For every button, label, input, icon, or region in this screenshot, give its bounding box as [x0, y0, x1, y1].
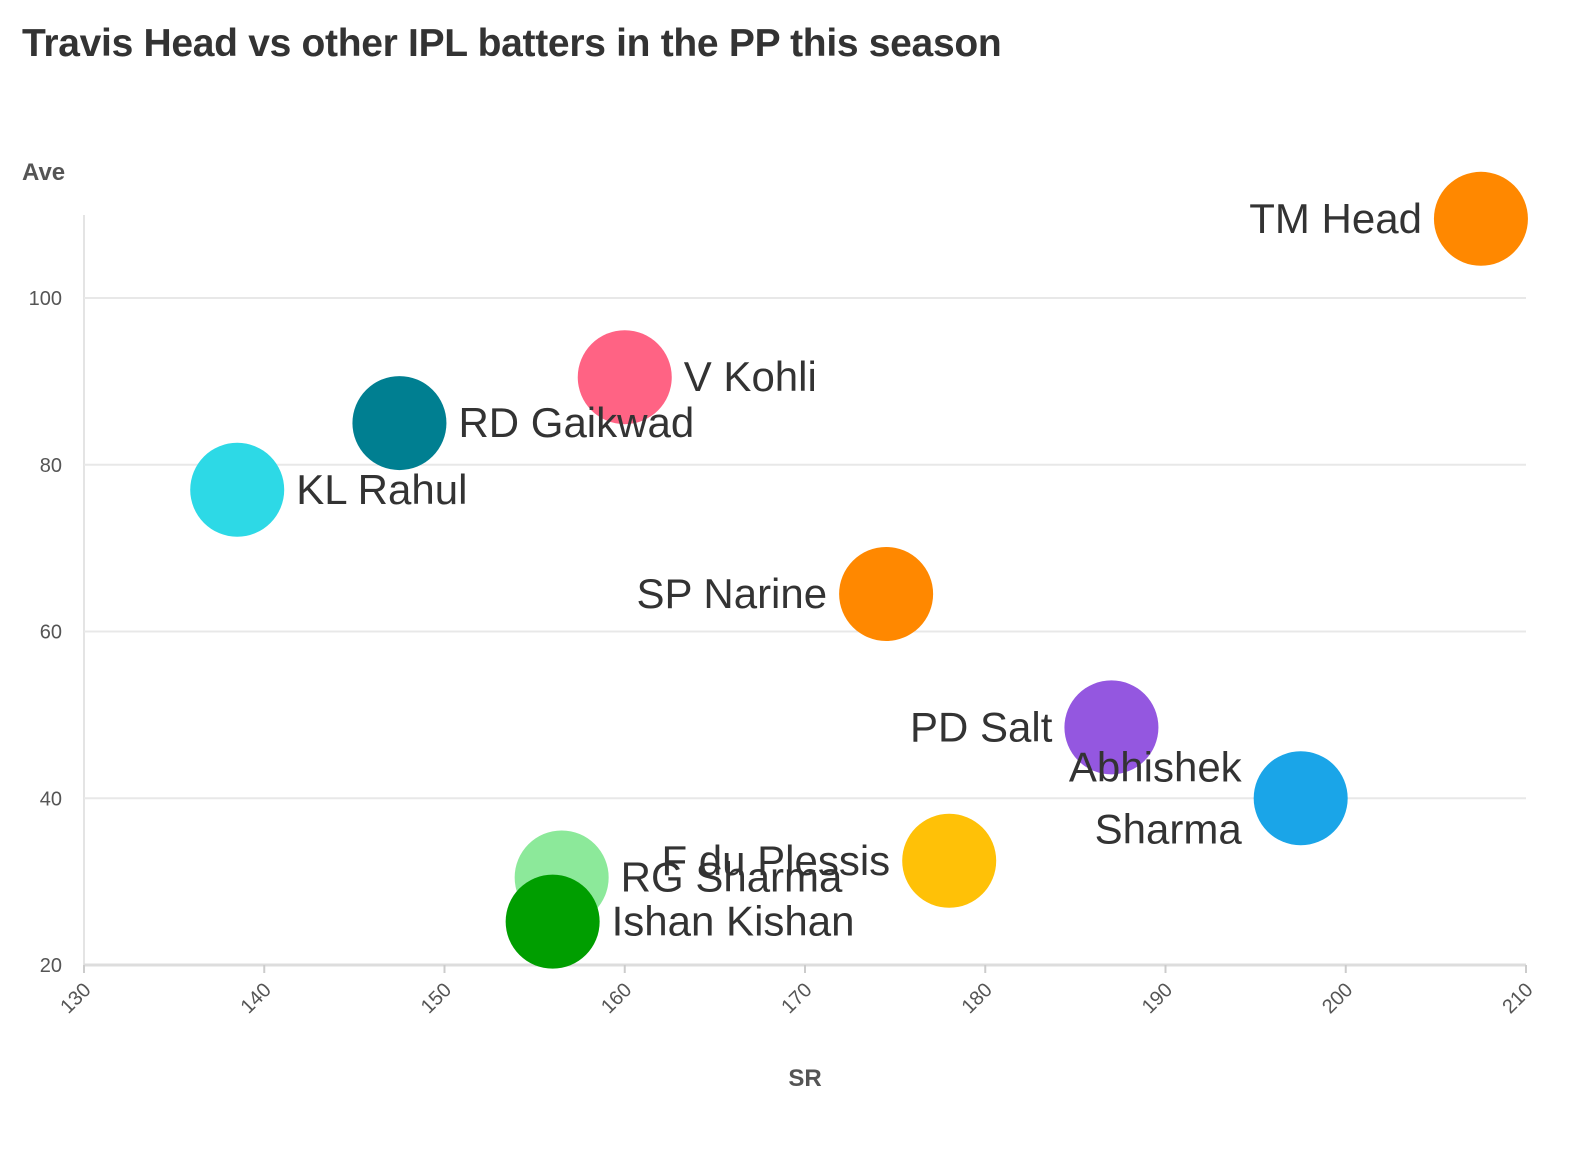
- x-tick-label: 200: [1318, 979, 1357, 1018]
- point-label-f-du-plessis: F du Plessis: [661, 837, 890, 884]
- point-ishan-kishan[interactable]: [505, 874, 600, 969]
- point-abhishek-sharma[interactable]: [1253, 751, 1348, 846]
- y-tick-label: 40: [40, 788, 62, 810]
- x-axis-ticks: 130 140 150 160 170 180 190 200 210: [56, 965, 1538, 1018]
- x-tick-label: 160: [597, 979, 636, 1018]
- point-v-kohli[interactable]: [577, 330, 672, 425]
- point-label-v-kohli: V Kohli: [684, 353, 817, 400]
- x-tick-label: 190: [1138, 979, 1177, 1018]
- x-tick-label: 140: [237, 979, 276, 1018]
- x-tick-label: 210: [1498, 979, 1537, 1018]
- y-tick-label: 60: [40, 622, 62, 644]
- point-label-pd-salt: PD Salt: [910, 703, 1053, 750]
- point-kl-rahul[interactable]: [190, 442, 285, 537]
- y-tick-label: 100: [29, 288, 62, 310]
- point-f-du-plessis[interactable]: [902, 813, 997, 908]
- x-axis-label: SR: [788, 1065, 821, 1092]
- point-label-tm-head: TM Head: [1249, 195, 1422, 242]
- y-tick-label: 20: [40, 955, 62, 977]
- y-tick-label: 80: [40, 455, 62, 477]
- x-tick-label: 130: [56, 979, 95, 1018]
- point-tm-head[interactable]: [1433, 171, 1528, 266]
- y-axis-ticks: 20 40 60 80 100: [29, 288, 62, 977]
- point-label-abhishek-sharma: Abhishek Sharma: [1069, 743, 1243, 852]
- point-sp-narine[interactable]: [839, 546, 934, 641]
- point-label-rd-gaikwad: RD Gaikwad: [458, 399, 694, 446]
- point-label-kl-rahul: KL Rahul: [296, 466, 467, 513]
- point-label-rg-sharma: RG Sharma: [621, 853, 843, 900]
- point-pd-salt[interactable]: [1064, 680, 1159, 775]
- point-label-sp-narine: SP Narine: [636, 570, 827, 617]
- point-rd-gaikwad[interactable]: [352, 376, 447, 471]
- point-label-ishan-kishan: Ishan Kishan: [612, 898, 855, 945]
- chart-title: Travis Head vs other IPL batters in the …: [22, 22, 1002, 65]
- x-tick-label: 180: [958, 979, 997, 1018]
- y-axis-label: Ave: [22, 159, 65, 186]
- x-tick-label: 150: [417, 979, 456, 1018]
- x-tick-label: 170: [777, 979, 816, 1018]
